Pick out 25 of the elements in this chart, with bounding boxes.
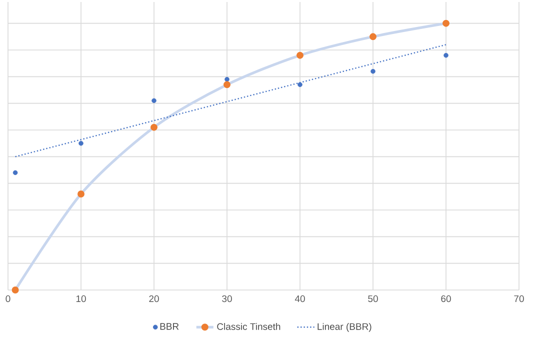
x-tick-label: 20 — [149, 295, 159, 302]
point — [152, 98, 156, 104]
x-tick-label: 40 — [294, 295, 305, 302]
x-tick-label: 30 — [222, 295, 232, 302]
point — [78, 140, 84, 146]
point — [12, 170, 18, 176]
legend-label: Linear (BBR) — [318, 322, 372, 332]
point — [224, 81, 230, 88]
x-tick-label: 70 — [514, 295, 524, 302]
point — [370, 33, 376, 40]
point — [150, 124, 158, 131]
x-tick-label: 50 — [368, 295, 378, 302]
point — [296, 52, 304, 59]
x-tick-label: 10 — [76, 295, 86, 302]
x-tick-label: 60 — [441, 295, 451, 302]
point — [298, 82, 302, 88]
point — [224, 76, 230, 82]
point — [442, 20, 450, 27]
point — [444, 52, 448, 58]
point — [78, 190, 84, 198]
x-tick-label: 0 — [6, 295, 10, 302]
legend-label: Classic Tinseth — [217, 322, 280, 330]
point — [12, 286, 19, 294]
point — [370, 68, 376, 74]
legend-label: BBR — [160, 323, 179, 330]
